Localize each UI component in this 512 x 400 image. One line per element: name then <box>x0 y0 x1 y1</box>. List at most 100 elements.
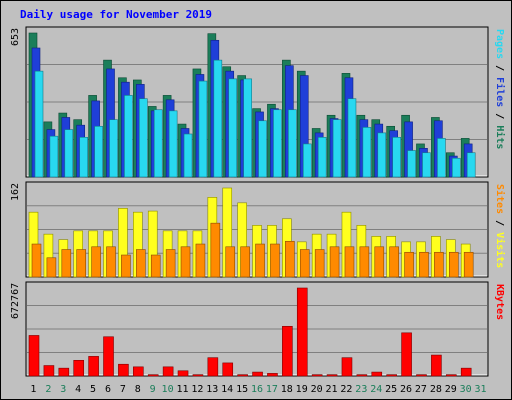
x-tick-label-day-24: 24 <box>370 384 382 395</box>
x-tick-label-day-7: 7 <box>120 384 126 395</box>
bar-sites-day-30 <box>463 251 474 278</box>
bar-pages-day-13 <box>213 59 223 178</box>
bar-pages-day-5 <box>94 125 103 178</box>
bar-kbytes-day-7 <box>118 363 129 377</box>
x-tick-label-day-21: 21 <box>325 384 337 395</box>
bar-kbytes-day-23 <box>356 374 368 377</box>
bar-sites-day-19 <box>299 249 310 278</box>
bar-pages-day-30 <box>466 152 476 178</box>
x-tick-label-day-25: 25 <box>385 384 397 395</box>
bar-pages-day-2 <box>49 135 59 178</box>
bar-pages-day-12 <box>198 80 208 178</box>
bar-pages-day-1 <box>34 70 44 178</box>
bar-pages-day-10 <box>168 110 178 178</box>
bar-sites-day-17 <box>270 243 280 278</box>
x-tick-label-day-6: 6 <box>105 384 111 395</box>
bar-pages-day-14 <box>228 78 238 178</box>
x-tick-label-day-16: 16 <box>251 384 263 395</box>
chart-title: Daily usage for November 2019 <box>20 8 213 21</box>
bar-sites-day-4 <box>76 249 87 278</box>
bar-kbytes-day-2 <box>43 365 55 377</box>
bar-pages-day-20 <box>317 137 327 178</box>
bar-sites-day-16 <box>255 243 265 278</box>
bar-kbytes-day-17 <box>267 373 278 377</box>
bar-pages-day-18 <box>288 109 297 178</box>
bar-kbytes-day-21 <box>326 374 338 377</box>
x-tick-label-day-3: 3 <box>60 384 66 395</box>
x-tick-label-day-28: 28 <box>430 384 442 395</box>
bar-pages-day-17 <box>273 109 282 178</box>
bar-sites-day-5 <box>91 246 101 278</box>
bar-kbytes-day-1 <box>28 335 40 377</box>
bar-pages-day-21 <box>332 119 342 178</box>
bar-sites-day-1 <box>31 243 42 278</box>
bar-sites-day-21 <box>329 246 340 278</box>
bar-pages-day-9 <box>153 109 163 178</box>
bar-kbytes-day-15 <box>237 374 248 377</box>
bar-kbytes-day-29 <box>445 374 457 377</box>
bar-sites-day-29 <box>448 251 459 278</box>
x-tick-label-day-23: 23 <box>355 384 367 395</box>
bar-sites-day-18 <box>285 240 295 278</box>
bar-pages-day-28 <box>437 138 446 178</box>
x-tick-label-day-26: 26 <box>400 384 412 395</box>
bar-sites-day-27 <box>419 251 429 278</box>
bar-kbytes-day-11 <box>177 370 189 377</box>
bar-kbytes-day-25 <box>386 374 397 377</box>
bar-sites-day-2 <box>46 257 57 278</box>
bar-pages-day-25 <box>392 137 401 178</box>
bar-kbytes-day-13 <box>207 357 219 377</box>
x-tick-label-day-30: 30 <box>460 384 472 395</box>
bar-sites-day-9 <box>150 254 161 278</box>
bar-kbytes-day-16 <box>252 371 263 377</box>
bar-pages-day-26 <box>407 150 416 178</box>
bar-kbytes-day-4 <box>73 360 85 377</box>
bar-kbytes-day-9 <box>147 374 159 377</box>
bar-pages-day-4 <box>79 137 89 178</box>
bar-kbytes-day-5 <box>88 356 99 377</box>
x-tick-label-day-11: 11 <box>176 384 188 395</box>
bar-kbytes-day-22 <box>341 357 353 377</box>
bar-pages-day-19 <box>302 143 312 178</box>
bar-kbytes-day-3 <box>58 367 70 377</box>
bar-sites-day-11 <box>180 246 191 278</box>
x-tick-label-day-1: 1 <box>30 384 36 395</box>
bar-sites-day-12 <box>195 243 206 278</box>
bar-sites-day-23 <box>359 246 370 278</box>
x-tick-label-day-12: 12 <box>191 384 203 395</box>
bar-pages-day-16 <box>258 120 267 178</box>
bar-kbytes-day-8 <box>133 366 144 377</box>
bar-kbytes-day-18 <box>282 325 293 377</box>
bar-sites-day-7 <box>121 254 131 278</box>
x-tick-label-day-20: 20 <box>311 384 323 395</box>
bar-kbytes-day-28 <box>431 354 442 377</box>
bar-kbytes-day-27 <box>416 374 427 377</box>
bar-kbytes-day-26 <box>401 332 412 377</box>
bar-kbytes-day-20 <box>311 374 323 377</box>
bar-pages-day-23 <box>362 127 372 178</box>
bar-kbytes-day-19 <box>296 287 308 377</box>
x-tick-label-day-13: 13 <box>206 384 218 395</box>
x-tick-label-day-22: 22 <box>340 384 352 395</box>
bar-sites-day-14 <box>225 246 236 278</box>
bar-sites-day-28 <box>434 251 444 278</box>
bar-sites-day-8 <box>136 249 146 278</box>
bar-sites-day-24 <box>374 246 385 278</box>
x-tick-label-day-14: 14 <box>221 384 233 395</box>
bar-sites-day-3 <box>61 249 72 278</box>
x-tick-label-day-18: 18 <box>281 384 293 395</box>
x-tick-label-day-31: 31 <box>475 384 487 395</box>
bar-pages-day-15 <box>243 78 252 178</box>
x-tick-label-day-17: 17 <box>266 384 278 395</box>
x-tick-label-day-27: 27 <box>415 384 427 395</box>
x-tick-label-day-15: 15 <box>236 384 248 395</box>
bar-sites-day-15 <box>240 246 250 278</box>
bar-sites-day-20 <box>314 249 325 278</box>
x-tick-label-day-5: 5 <box>90 384 96 395</box>
bar-kbytes-day-14 <box>222 362 234 377</box>
bar-sites-day-13 <box>210 222 221 278</box>
bar-pages-day-8 <box>139 98 148 178</box>
x-tick-label-day-2: 2 <box>45 384 51 395</box>
bar-sites-day-6 <box>106 246 116 278</box>
